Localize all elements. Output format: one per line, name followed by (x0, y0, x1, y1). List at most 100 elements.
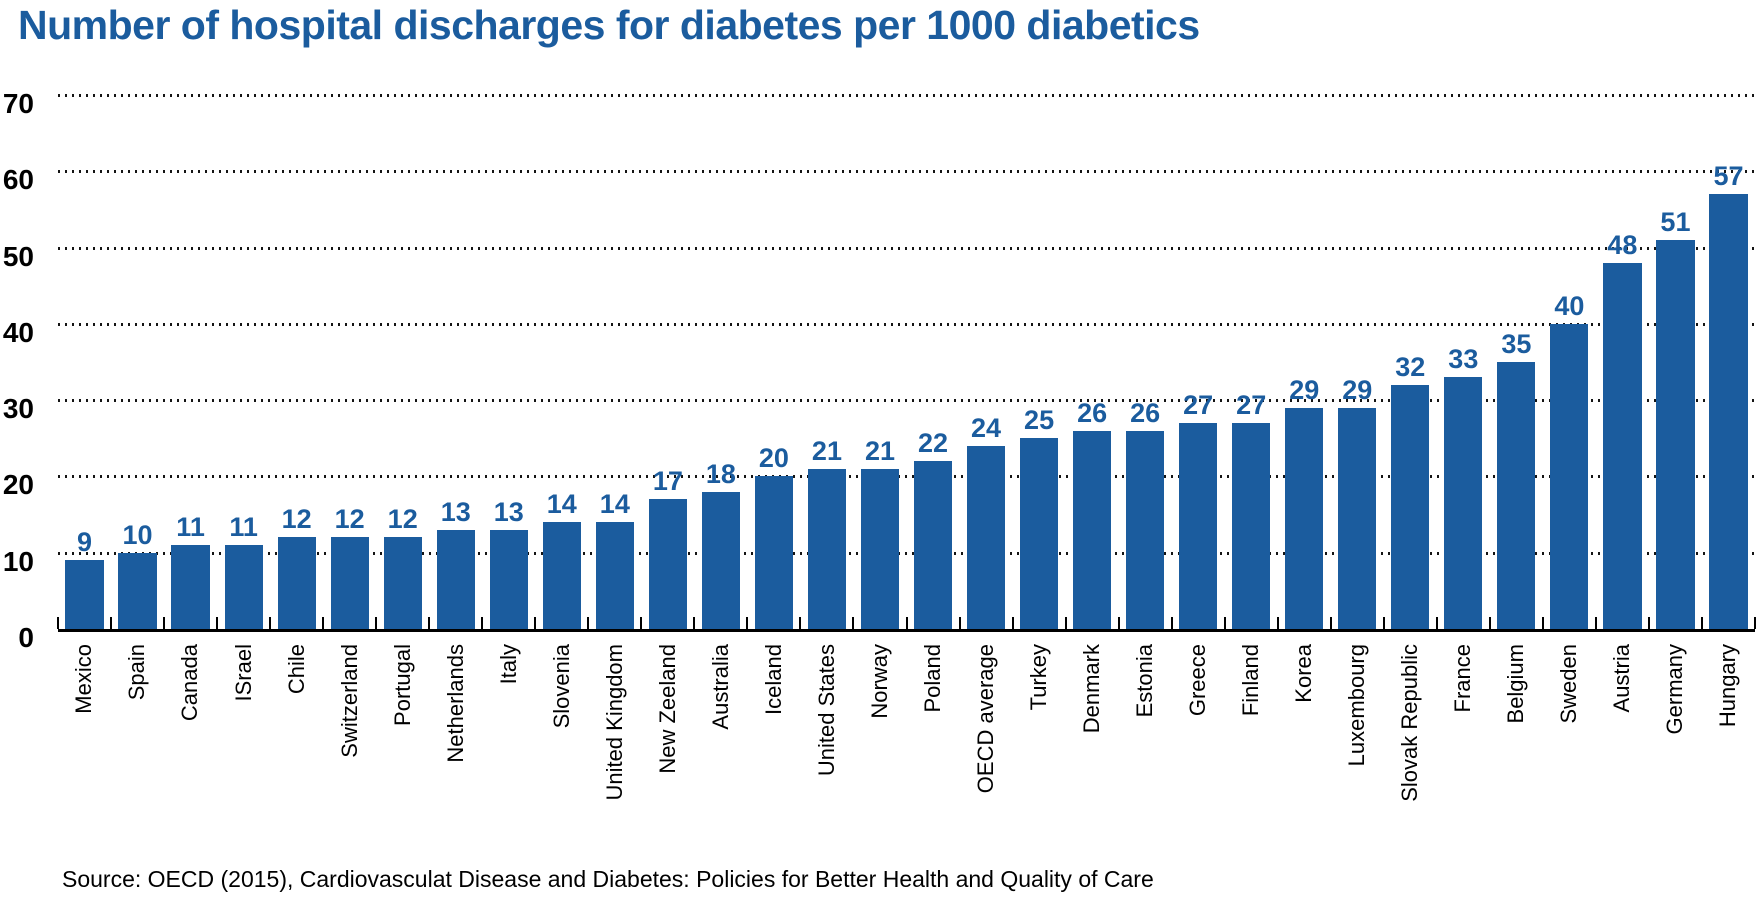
bar-australia (701, 491, 740, 629)
bar-value-spain: 10 (122, 519, 153, 550)
bar-column-netherlands: 13 (429, 95, 482, 629)
x-label-cell-netherlands: Netherlands (429, 634, 482, 819)
x-label-cell-portugal: Portugal (376, 634, 429, 819)
bar-value-sweden: 40 (1554, 290, 1585, 321)
x-label-estonia: Estonia (1132, 644, 1158, 718)
x-label-germany: Germany (1662, 644, 1688, 735)
bar-value-denmark: 26 (1077, 397, 1108, 428)
x-label-turkey: Turkey (1025, 644, 1051, 711)
bar-column-belgium: 35 (1490, 95, 1543, 629)
x-label-mexico: Mexico (71, 644, 97, 714)
bar-switzerland (330, 537, 369, 629)
gridline-50 (58, 246, 1755, 250)
gridline-20 (58, 475, 1755, 479)
x-label-france: France (1450, 644, 1476, 713)
bar-israel (224, 545, 263, 629)
bar-france (1444, 377, 1483, 629)
x-label-cell-sweden: Sweden (1543, 634, 1596, 819)
bar-column-portugal: 12 (376, 95, 429, 629)
bar-column-slovak-republic: 32 (1384, 95, 1437, 629)
bar-value-united-states: 21 (811, 435, 842, 466)
y-tick-label-10: 10 (2, 545, 34, 577)
bar-column-australia: 18 (694, 95, 747, 629)
bar-value-slovak-republic: 32 (1395, 351, 1426, 382)
x-label-spain: Spain (124, 644, 150, 701)
gridline-40 (58, 322, 1755, 326)
x-label-cell-finland: Finland (1225, 634, 1278, 819)
bar-column-turkey: 25 (1013, 95, 1066, 629)
x-label-cell-greece: Greece (1172, 634, 1225, 819)
bar-slovenia (542, 522, 581, 629)
x-label-cell-luxembourg: Luxembourg (1331, 634, 1384, 819)
bar-column-italy: 13 (482, 95, 535, 629)
gridline-60 (58, 170, 1755, 174)
x-label-finland: Finland (1238, 644, 1264, 717)
bar-value-norway: 21 (864, 435, 895, 466)
bar-value-israel: 11 (229, 512, 258, 543)
x-label-chile: Chile (283, 644, 309, 695)
bar-value-greece: 27 (1183, 390, 1214, 421)
x-label-cell-united-kingdom: United Kingdom (588, 634, 641, 819)
x-label-luxembourg: Luxembourg (1344, 644, 1370, 767)
x-label-italy: Italy (495, 644, 521, 685)
x-label-iceland: Iceland (760, 644, 786, 715)
x-label-cell-slovenia: Slovenia (535, 634, 588, 819)
bar-canada (171, 545, 210, 629)
x-label-cell-israel: ISrael (217, 634, 270, 819)
bar-value-hungary: 57 (1713, 161, 1744, 192)
bar-column-sweden: 40 (1543, 95, 1596, 629)
bar-turkey (1019, 438, 1059, 629)
bar-united-states (807, 468, 847, 629)
bar-hungary (1709, 194, 1748, 629)
bar-series: 9 10 11 11 12 12 12 13 13 14 14 17 18 20 21 21 22 24 25 26 2… (58, 95, 1755, 629)
x-label-norway: Norway (866, 644, 892, 719)
x-label-slovak-republic: Slovak Republic (1397, 644, 1423, 802)
bar-slovak-republic (1391, 384, 1430, 629)
bar-portugal (383, 537, 422, 629)
x-label-cell-estonia: Estonia (1119, 634, 1172, 819)
bar-column-slovenia: 14 (535, 95, 588, 629)
x-label-cell-switzerland: Switzerland (323, 634, 376, 819)
x-label-israel: ISrael (230, 644, 256, 702)
bar-column-poland: 22 (907, 95, 960, 629)
bar-column-germany: 51 (1649, 95, 1702, 629)
x-label-cell-norway: Norway (853, 634, 906, 819)
bar-column-denmark: 26 (1066, 95, 1119, 629)
x-label-slovenia: Slovenia (548, 644, 574, 729)
x-label-cell-canada: Canada (164, 634, 217, 819)
bar-column-france: 33 (1437, 95, 1490, 629)
x-label-united-kingdom: United Kingdom (601, 644, 627, 801)
bar-value-belgium: 35 (1501, 329, 1532, 359)
bar-korea (1285, 407, 1324, 629)
bar-value-iceland: 20 (758, 443, 789, 474)
bar-belgium (1497, 362, 1536, 629)
bar-value-france: 33 (1448, 344, 1479, 375)
x-label-portugal: Portugal (389, 644, 415, 726)
x-label-cell-france: France (1437, 634, 1490, 819)
bar-column-hungary: 57 (1702, 95, 1755, 629)
x-label-united-states: United States (813, 644, 839, 777)
bar-column-spain: 10 (111, 95, 164, 629)
bar-column-switzerland: 12 (323, 95, 376, 629)
bar-netherlands (436, 529, 475, 629)
bar-value-australia: 18 (705, 458, 736, 489)
bar-value-italy: 13 (493, 496, 524, 527)
bar-column-oecd-average: 24 (960, 95, 1013, 629)
bar-austria (1603, 262, 1642, 629)
bar-value-korea: 29 (1289, 374, 1320, 405)
y-tick-label-30: 30 (2, 393, 34, 425)
x-label-cell-belgium: Belgium (1490, 634, 1543, 819)
bar-column-united-states: 21 (800, 95, 853, 629)
bar-value-finland: 27 (1236, 390, 1267, 421)
x-label-belgium: Belgium (1503, 644, 1529, 724)
bar-value-new-zeeland: 17 (652, 466, 683, 497)
x-label-oecd-average: OECD average (972, 644, 998, 794)
source-note: Source: OECD (2015), Cardiovasculat Dise… (62, 866, 1154, 892)
bar-value-estonia: 26 (1130, 397, 1161, 428)
bar-spain (118, 552, 157, 629)
x-label-cell-germany: Germany (1649, 634, 1702, 819)
x-axis-line (58, 629, 1755, 632)
y-tick-label-70: 70 (2, 88, 34, 119)
bar-value-oecd-average: 24 (971, 412, 1002, 443)
